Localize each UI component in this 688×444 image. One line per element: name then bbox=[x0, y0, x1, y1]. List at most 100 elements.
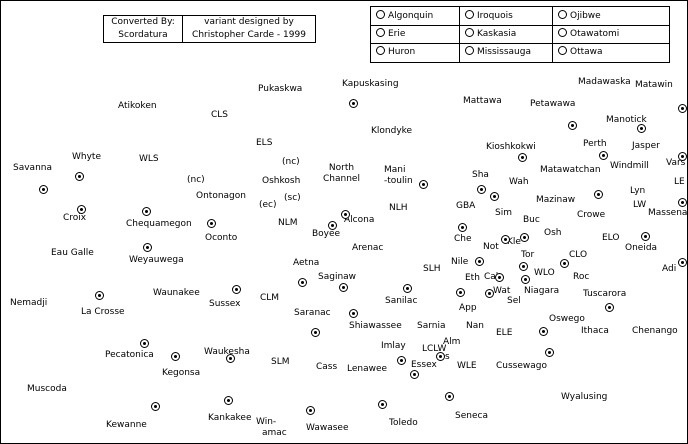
power-option-erie[interactable]: Erie bbox=[371, 25, 405, 43]
supply-center-icon[interactable] bbox=[403, 284, 412, 293]
radio-icon[interactable] bbox=[558, 46, 567, 55]
supply-center-icon[interactable] bbox=[349, 309, 358, 318]
supply-center-icon[interactable] bbox=[378, 400, 387, 409]
supply-center-icon[interactable] bbox=[485, 289, 494, 298]
place-label-eau-galle: Eau Galle bbox=[51, 248, 94, 258]
place-label-wle: WLE bbox=[457, 361, 477, 371]
place-label-cussewago: Cussewago bbox=[496, 361, 547, 371]
radio-icon[interactable] bbox=[376, 10, 385, 19]
supply-center-icon[interactable] bbox=[641, 232, 650, 241]
supply-center-icon[interactable] bbox=[637, 124, 646, 133]
place-label-cal: Cal bbox=[484, 272, 499, 282]
supply-center-icon[interactable] bbox=[95, 291, 104, 300]
power-option-mississauga[interactable]: Mississauga bbox=[460, 43, 531, 61]
power-option-ottawa[interactable]: Ottawa bbox=[553, 43, 603, 61]
place-label-toledo: Toledo bbox=[389, 418, 418, 428]
supply-center-icon[interactable] bbox=[419, 180, 428, 189]
place-label-slh: SLH bbox=[423, 264, 441, 274]
supply-center-icon[interactable] bbox=[226, 354, 235, 363]
supply-center-icon[interactable] bbox=[140, 339, 149, 348]
place-label-north-channel: North Channel bbox=[323, 163, 360, 184]
supply-center-icon[interactable] bbox=[39, 185, 48, 194]
supply-center-icon[interactable] bbox=[490, 192, 499, 201]
place-label-gba: GBA bbox=[456, 201, 476, 211]
place-label-whyte: Whyte bbox=[72, 152, 101, 162]
supply-center-icon[interactable] bbox=[519, 262, 528, 271]
supply-center-icon[interactable] bbox=[341, 210, 350, 219]
place-label-adi: Adi bbox=[662, 264, 677, 274]
place-label-oswego: Oswego bbox=[549, 314, 585, 324]
supply-center-icon[interactable] bbox=[458, 223, 467, 232]
place-label-klondyke: Klondyke bbox=[371, 126, 413, 136]
power-option-algonquin[interactable]: Algonquin bbox=[371, 7, 433, 25]
supply-center-icon[interactable] bbox=[568, 121, 577, 130]
place-label-oshkosh: Oshkosh bbox=[262, 176, 301, 186]
power-option-kaskasia[interactable]: Kaskasia bbox=[460, 25, 516, 43]
supply-center-icon[interactable] bbox=[678, 152, 687, 161]
legend-divider bbox=[552, 7, 553, 62]
supply-center-icon[interactable] bbox=[298, 278, 307, 287]
supply-center-icon[interactable] bbox=[678, 258, 687, 267]
supply-center-icon[interactable] bbox=[142, 207, 151, 216]
supply-center-icon[interactable] bbox=[207, 219, 216, 228]
supply-center-icon[interactable] bbox=[410, 370, 419, 379]
radio-icon[interactable] bbox=[558, 28, 567, 37]
place-label-clm: CLM bbox=[260, 293, 280, 303]
supply-center-icon[interactable] bbox=[539, 327, 548, 336]
supply-center-icon[interactable] bbox=[328, 221, 337, 230]
supply-center-icon[interactable] bbox=[311, 328, 320, 337]
place-label-sel: Sel bbox=[507, 296, 521, 306]
supply-center-icon[interactable] bbox=[518, 153, 527, 162]
supply-center-icon[interactable] bbox=[397, 356, 406, 365]
place-label-lw: LW bbox=[633, 200, 647, 210]
power-option-otawatomi[interactable]: Otawatomi bbox=[553, 25, 619, 43]
place-label-tuscarora: Tuscarora bbox=[583, 289, 627, 299]
place-label-arenac: Arenac bbox=[352, 243, 384, 253]
supply-center-icon[interactable] bbox=[678, 104, 687, 113]
supply-center-icon[interactable] bbox=[143, 243, 152, 252]
legend-divider bbox=[371, 25, 669, 26]
supply-center-icon[interactable] bbox=[678, 198, 687, 207]
supply-center-icon[interactable] bbox=[349, 99, 358, 108]
supply-center-icon[interactable] bbox=[594, 190, 603, 199]
power-option-iroquois[interactable]: Iroquois bbox=[460, 7, 513, 25]
supply-center-icon[interactable] bbox=[475, 257, 484, 266]
supply-center-icon[interactable] bbox=[545, 348, 554, 357]
supply-center-icon[interactable] bbox=[521, 275, 530, 284]
place-label-jasper: Jasper bbox=[632, 141, 660, 151]
credits-converter: Converted By: Scordatura bbox=[104, 16, 183, 42]
radio-icon[interactable] bbox=[376, 46, 385, 55]
supply-center-icon[interactable] bbox=[501, 235, 510, 244]
supply-center-icon[interactable] bbox=[306, 406, 315, 415]
supply-center-icon[interactable] bbox=[560, 259, 569, 268]
radio-icon[interactable] bbox=[465, 28, 474, 37]
supply-center-icon[interactable] bbox=[477, 185, 486, 194]
supply-center-icon[interactable] bbox=[436, 352, 445, 361]
place-label-win-amac: Win-amac bbox=[256, 417, 287, 438]
supply-center-icon[interactable] bbox=[232, 285, 241, 294]
supply-center-icon[interactable] bbox=[605, 303, 614, 312]
supply-center-icon[interactable] bbox=[171, 352, 180, 361]
supply-center-icon[interactable] bbox=[445, 392, 454, 401]
power-option-ojibwe[interactable]: Ojibwe bbox=[553, 7, 601, 25]
supply-center-icon[interactable] bbox=[495, 273, 504, 282]
radio-icon[interactable] bbox=[558, 10, 567, 19]
supply-center-icon[interactable] bbox=[224, 396, 233, 405]
radio-icon[interactable] bbox=[465, 10, 474, 19]
power-option-huron[interactable]: Huron bbox=[371, 43, 415, 61]
place-label-waunakee: Waunakee bbox=[153, 288, 200, 298]
radio-icon[interactable] bbox=[376, 28, 385, 37]
place-label-nlh: NLH bbox=[389, 203, 408, 213]
supply-center-icon[interactable] bbox=[151, 402, 160, 411]
radio-icon[interactable] bbox=[465, 46, 474, 55]
place-label-kapuskasing: Kapuskasing bbox=[342, 79, 399, 89]
place-label-sanilac: Sanilac bbox=[385, 296, 418, 306]
place-label-kle: Kle bbox=[507, 237, 521, 247]
supply-center-icon[interactable] bbox=[520, 233, 529, 242]
supply-center-icon[interactable] bbox=[339, 283, 348, 292]
place-label-wyalusing: Wyalusing bbox=[561, 392, 608, 402]
supply-center-icon[interactable] bbox=[456, 288, 465, 297]
supply-center-icon[interactable] bbox=[75, 172, 84, 181]
supply-center-icon[interactable] bbox=[599, 151, 608, 160]
supply-center-icon[interactable] bbox=[77, 205, 86, 214]
